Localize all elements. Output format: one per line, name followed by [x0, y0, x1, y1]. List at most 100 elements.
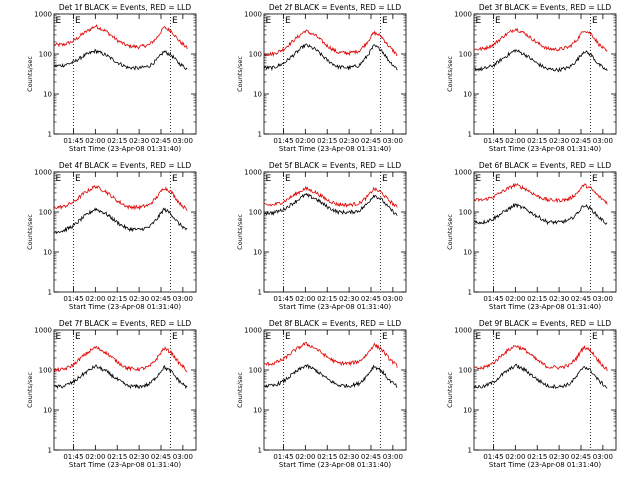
- y-tick-label: 1000: [34, 327, 52, 335]
- event-marker-label: E: [285, 16, 291, 26]
- x-axis-label: Start Time (23-Apr-08 01:31:40): [69, 303, 181, 311]
- y-axis-label: Counts/sec: [26, 214, 34, 250]
- x-axis-label: Start Time (23-Apr-08 01:31:40): [489, 461, 601, 469]
- series-line-lld: [54, 23, 188, 50]
- x-tick-label: 01:45: [483, 453, 503, 461]
- event-marker-label: E: [495, 16, 501, 26]
- panel-title: Det 9f BLACK = Events, RED = LLD: [479, 319, 612, 328]
- corner-marker-label: E: [266, 174, 272, 184]
- y-tick-label: 10: [253, 91, 262, 99]
- series-line-lld: [264, 29, 398, 58]
- series-line-lld: [474, 27, 608, 52]
- corner-marker-label: E: [476, 332, 482, 342]
- y-tick-label: 100: [249, 51, 262, 59]
- x-tick-label: 02:45: [571, 453, 591, 461]
- y-tick-label: 100: [39, 209, 52, 217]
- event-marker-label: E: [172, 174, 178, 184]
- x-tick-label: 02:00: [85, 453, 105, 461]
- y-axis-label: Counts/sec: [26, 372, 34, 408]
- y-axis-label: Counts/sec: [446, 214, 454, 250]
- x-tick-label: 02:15: [107, 137, 127, 145]
- y-tick-label: 100: [249, 367, 262, 375]
- panel-title: Det 3f BLACK = Events, RED = LLD: [479, 3, 612, 12]
- panel-det-7: Det 7f BLACK = Events, RED = LLD 1 10 100 10…: [26, 319, 197, 469]
- event-marker-label: E: [592, 174, 598, 184]
- y-tick-label: 1: [258, 131, 262, 139]
- x-tick-label: 02:30: [339, 453, 359, 461]
- series-line-events: [474, 363, 608, 390]
- corner-marker-label: E: [56, 332, 62, 342]
- x-axis-label: Start Time (23-Apr-08 01:31:40): [489, 145, 601, 153]
- event-marker-label: E: [75, 332, 81, 342]
- x-tick-label: 02:00: [85, 137, 105, 145]
- x-tick-label: 02:30: [339, 295, 359, 303]
- x-tick-label: 02:30: [549, 453, 569, 461]
- y-axis-label: Counts/sec: [446, 372, 454, 408]
- x-tick-label: 01:45: [273, 137, 293, 145]
- x-tick-label: 02:30: [129, 295, 149, 303]
- panel-det-6: Det 6f BLACK = Events, RED = LLD 1 10 100 10…: [446, 161, 617, 311]
- event-marker-label: E: [495, 332, 501, 342]
- series-line-lld: [264, 185, 398, 208]
- x-tick-label: 01:45: [63, 295, 83, 303]
- event-marker-label: E: [382, 16, 388, 26]
- event-marker-label: E: [382, 332, 388, 342]
- x-tick-label: 01:45: [273, 295, 293, 303]
- series-line-events: [54, 48, 188, 71]
- y-tick-label: 10: [253, 407, 262, 415]
- panel-title: Det 6f BLACK = Events, RED = LLD: [479, 161, 612, 170]
- y-tick-label: 10: [43, 249, 52, 257]
- corner-marker-label: E: [56, 174, 62, 184]
- x-tick-label: 01:45: [483, 137, 503, 145]
- x-tick-label: 03:00: [593, 295, 613, 303]
- panel-title: Det 8f BLACK = Events, RED = LLD: [269, 319, 402, 328]
- panel-title: Det 5f BLACK = Events, RED = LLD: [269, 161, 402, 170]
- y-tick-label: 1000: [454, 327, 472, 335]
- x-axis-label: Start Time (23-Apr-08 01:31:40): [279, 145, 391, 153]
- series-line-events: [54, 207, 188, 235]
- y-tick-label: 1000: [244, 11, 262, 19]
- panel-det-9: Det 9f BLACK = Events, RED = LLD 1 10 100 10…: [446, 319, 617, 469]
- x-tick-label: 03:00: [593, 453, 613, 461]
- x-tick-label: 03:00: [173, 453, 193, 461]
- x-tick-label: 02:00: [85, 295, 105, 303]
- y-tick-label: 100: [39, 367, 52, 375]
- y-tick-label: 1000: [34, 169, 52, 177]
- event-marker-label: E: [172, 16, 178, 26]
- x-tick-label: 02:45: [571, 137, 591, 145]
- series-line-events: [474, 202, 608, 226]
- plot-frame: [263, 329, 407, 451]
- y-axis-label: Counts/sec: [26, 56, 34, 92]
- panel-det-2: Det 2f BLACK = Events, RED = LLD 1 10 100 10…: [236, 3, 407, 153]
- x-tick-label: 02:30: [129, 453, 149, 461]
- panel-det-8: Det 8f BLACK = Events, RED = LLD 1 10 100 10…: [236, 319, 407, 469]
- x-tick-label: 02:45: [151, 453, 171, 461]
- x-axis-label: Start Time (23-Apr-08 01:31:40): [279, 303, 391, 311]
- x-tick-label: 02:00: [505, 295, 525, 303]
- y-tick-label: 1000: [244, 327, 262, 335]
- y-tick-label: 1: [468, 289, 472, 297]
- x-tick-label: 02:45: [361, 295, 381, 303]
- plot-frame: [53, 13, 197, 135]
- x-tick-label: 02:00: [505, 137, 525, 145]
- panel-title: Det 2f BLACK = Events, RED = LLD: [269, 3, 402, 12]
- y-tick-label: 1: [258, 289, 262, 297]
- x-axis-label: Start Time (23-Apr-08 01:31:40): [69, 461, 181, 469]
- x-tick-label: 02:15: [317, 453, 337, 461]
- y-tick-label: 10: [463, 407, 472, 415]
- y-tick-label: 1: [48, 289, 52, 297]
- panel-det-3: Det 3f BLACK = Events, RED = LLD 1 10 100 10…: [446, 3, 617, 153]
- x-tick-label: 03:00: [173, 137, 193, 145]
- y-tick-label: 1: [258, 447, 262, 455]
- y-axis-label: Counts/sec: [446, 56, 454, 92]
- x-tick-label: 02:45: [151, 137, 171, 145]
- x-tick-label: 02:30: [339, 137, 359, 145]
- y-tick-label: 100: [459, 367, 472, 375]
- x-tick-label: 01:45: [273, 453, 293, 461]
- x-tick-label: 02:45: [571, 295, 591, 303]
- x-axis-label: Start Time (23-Apr-08 01:31:40): [489, 303, 601, 311]
- corner-marker-label: E: [476, 174, 482, 184]
- event-marker-label: E: [382, 174, 388, 184]
- x-tick-label: 02:00: [295, 295, 315, 303]
